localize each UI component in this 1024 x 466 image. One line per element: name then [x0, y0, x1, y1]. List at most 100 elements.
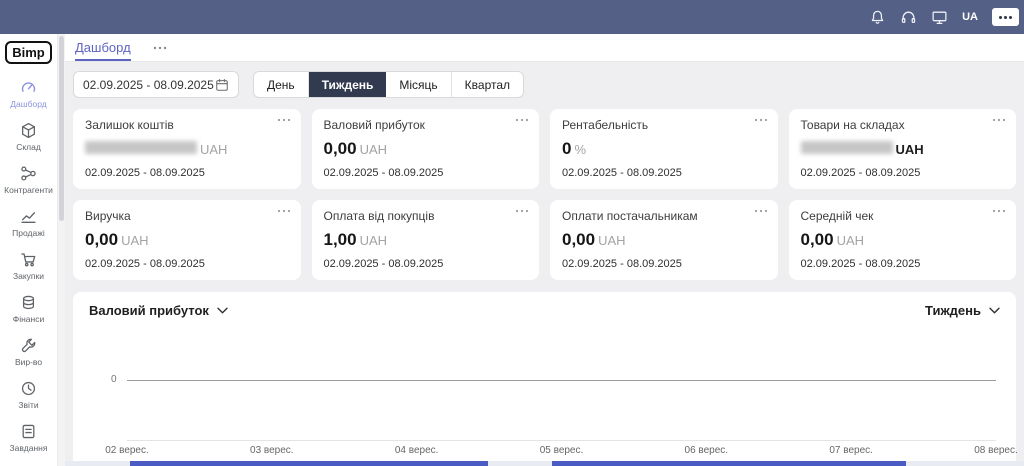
ellipsis-icon [277, 118, 290, 122]
x-axis-tick: 08 верес. [974, 445, 1018, 456]
tabs-more-button[interactable] [153, 46, 167, 50]
chart-period-selector[interactable]: Тиждень [925, 303, 1000, 318]
card-menu-button[interactable] [754, 118, 768, 122]
language-selector[interactable]: UA [962, 11, 978, 23]
card-title: Оплата від покупців [323, 209, 435, 223]
vertical-scrollbar-thumb[interactable] [59, 36, 64, 221]
x-axis-tick: 03 верес. [250, 445, 294, 456]
dot-icon [999, 15, 1002, 19]
card-value: 0% [562, 139, 587, 158]
period-segmented-control: День Тиждень Місяць Квартал [253, 71, 525, 98]
ellipsis-icon [754, 209, 767, 213]
wrench-icon [21, 338, 36, 353]
network-nodes-icon [21, 166, 36, 181]
x-axis-tick: 04 верес. [394, 445, 439, 456]
card-value: 1,00 UAH [323, 230, 388, 249]
ellipsis-icon [515, 209, 529, 213]
kpi-cards-grid: Залишок коштів UAH 02.09.2025 - 08.09.20… [73, 109, 1016, 280]
masked-value [800, 141, 893, 154]
kpi-card-gross-profit: Валовий прибуток 0,00 UAH 02.09.2025 - 08… [311, 109, 539, 189]
card-unit: UAH [359, 233, 388, 248]
dot-icon [1004, 15, 1007, 19]
gauge-icon [21, 82, 36, 92]
kpi-card-supplier-payments: Оплати постачальникам 0,00 UAH 02.09.2025… [550, 200, 778, 280]
sidebar-item-dashboard[interactable]: Дашборд [0, 73, 57, 116]
cube-icon [22, 122, 35, 139]
card-date-range: 02.09.2025 - 08.09.2025 [85, 167, 205, 179]
support-headset-icon[interactable] [900, 9, 917, 26]
topbar: UA [0, 0, 1024, 34]
card-title: Рентабельність [562, 118, 649, 132]
period-button-day[interactable]: День [254, 72, 309, 97]
sidebar-item-finance[interactable]: Фінанси [0, 288, 57, 331]
horizontal-scrollbar-thumb[interactable] [130, 461, 488, 466]
card-unit: UAH [895, 142, 924, 157]
card-title: Оплати постачальникам [562, 209, 698, 223]
sidebar-item-label: Звіти [18, 400, 39, 410]
sidebar-item-label: Завдання [9, 443, 48, 453]
x-axis-tick: 07 верес. [829, 445, 873, 456]
sidebar-item-label: Контрагенти [4, 185, 53, 195]
card-value: 0,00 UAH [800, 230, 865, 249]
main-area: Дашборд 02.09.2025 - 08.09.2025 День Тиж… [65, 34, 1024, 466]
card-value: 0,00 UAH [323, 139, 388, 158]
x-axis-tick: 02 верес. [105, 445, 149, 456]
calendar-icon [216, 78, 228, 91]
ellipsis-icon [515, 118, 529, 122]
dashboard-content: 02.09.2025 - 08.09.2025 День Тиждень Міс… [65, 62, 1024, 466]
vertical-scrollbar[interactable] [58, 34, 65, 466]
display-icon[interactable] [931, 9, 948, 26]
card-date-range: 02.09.2025 - 08.09.2025 [323, 167, 444, 179]
chart-metric-selector[interactable]: Валовий прибуток [89, 303, 228, 318]
coins-icon [22, 295, 35, 310]
sidebar-item-sales[interactable]: Продажі [0, 202, 57, 245]
horizontal-scrollbar-thumb[interactable] [552, 461, 906, 466]
sidebar-item-counterparties[interactable]: Контрагенти [0, 159, 57, 202]
x-axis-line [127, 440, 996, 441]
card-menu-button[interactable] [992, 209, 1006, 213]
tab-dashboard[interactable]: Дашборд [75, 34, 131, 61]
card-menu-button[interactable] [754, 209, 768, 213]
ellipsis-icon [992, 209, 1006, 213]
period-button-week[interactable]: Тиждень [308, 72, 387, 97]
kpi-card-average-check: Середній чек 0,00 UAH 02.09.2025 - 08.09.… [788, 200, 1016, 280]
app-logo[interactable]: Bimp [5, 41, 52, 64]
sidebar-item-production[interactable]: Вир-во [0, 331, 57, 374]
card-value: UAH [800, 139, 1005, 159]
sidebar: Bimp Дашборд Склад Контрагенти Продажі З… [0, 34, 58, 466]
sidebar-item-tasks[interactable]: Завдання [0, 417, 57, 460]
card-title: Виручка [85, 209, 131, 223]
tasks-icon [22, 424, 35, 439]
card-value: 0,00 UAH [85, 230, 149, 249]
dot-icon [1009, 15, 1012, 19]
clock-icon [21, 381, 36, 396]
card-menu-button[interactable] [277, 209, 291, 213]
period-button-month[interactable]: Місяць [386, 72, 452, 97]
card-date-range: 02.09.2025 - 08.09.2025 [85, 258, 205, 270]
card-title: Середній чек [800, 209, 874, 223]
sidebar-item-warehouse[interactable]: Склад [0, 116, 57, 159]
apps-menu-button[interactable] [992, 8, 1019, 26]
date-range-value: 02.09.2025 - 08.09.2025 [83, 77, 214, 92]
ellipsis-icon [992, 118, 1006, 122]
date-range-picker[interactable]: 02.09.2025 - 08.09.2025 [73, 71, 239, 98]
card-menu-button[interactable] [515, 118, 529, 122]
period-button-quarter[interactable]: Квартал [452, 72, 523, 97]
card-date-range: 02.09.2025 - 08.09.2025 [562, 258, 682, 270]
card-menu-button[interactable] [515, 209, 529, 213]
card-title: Товари на складах [800, 118, 905, 132]
line-chart-icon [21, 212, 36, 224]
sidebar-item-reports[interactable]: Звіти [0, 374, 57, 417]
card-menu-button[interactable] [992, 118, 1006, 122]
sidebar-item-purchases[interactable]: Закупки [0, 245, 57, 288]
sidebar-item-label: Закупки [13, 271, 44, 281]
ellipsis-icon [153, 46, 166, 49]
card-menu-button[interactable] [277, 118, 291, 122]
card-date-range: 02.09.2025 - 08.09.2025 [800, 167, 921, 179]
chevron-down-icon [989, 307, 1000, 314]
sidebar-item-label: Дашборд [10, 99, 47, 109]
horizontal-scrollbar-track[interactable] [65, 461, 1024, 466]
notifications-icon[interactable] [869, 9, 886, 26]
sidebar-item-label: Продажі [12, 228, 45, 238]
chart-period-label: Тиждень [925, 303, 981, 318]
